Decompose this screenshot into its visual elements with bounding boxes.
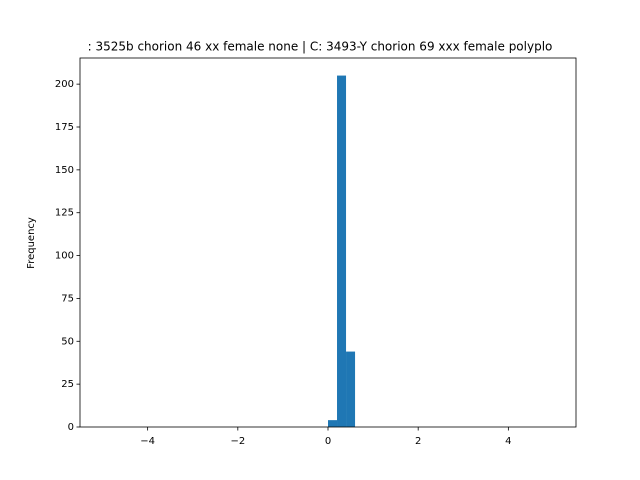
x-tick-label: 4 <box>505 436 511 447</box>
y-tick-label: 175 <box>55 122 74 133</box>
bar <box>328 420 338 427</box>
bar <box>337 75 347 428</box>
plot-frame <box>79 57 577 428</box>
x-tick-label: −2 <box>230 436 245 447</box>
x-tick-label: 2 <box>415 436 421 447</box>
x-tick-label: −4 <box>140 436 155 447</box>
y-axis-label: Frequency <box>26 217 37 269</box>
y-tick-label: 25 <box>61 379 74 390</box>
y-tick-label: 125 <box>55 208 74 219</box>
x-tick-label: 0 <box>325 436 331 447</box>
y-tick-label: 0 <box>68 422 74 433</box>
chart-title: : 3525b chorion 46 xx female none | C: 3… <box>88 40 553 54</box>
y-tick-label: 150 <box>55 165 74 176</box>
y-tick-label: 200 <box>55 79 74 90</box>
y-tick-label: 75 <box>61 293 74 304</box>
y-tick-label: 100 <box>55 251 74 262</box>
y-tick-label: 50 <box>61 336 74 347</box>
bar <box>346 351 356 427</box>
